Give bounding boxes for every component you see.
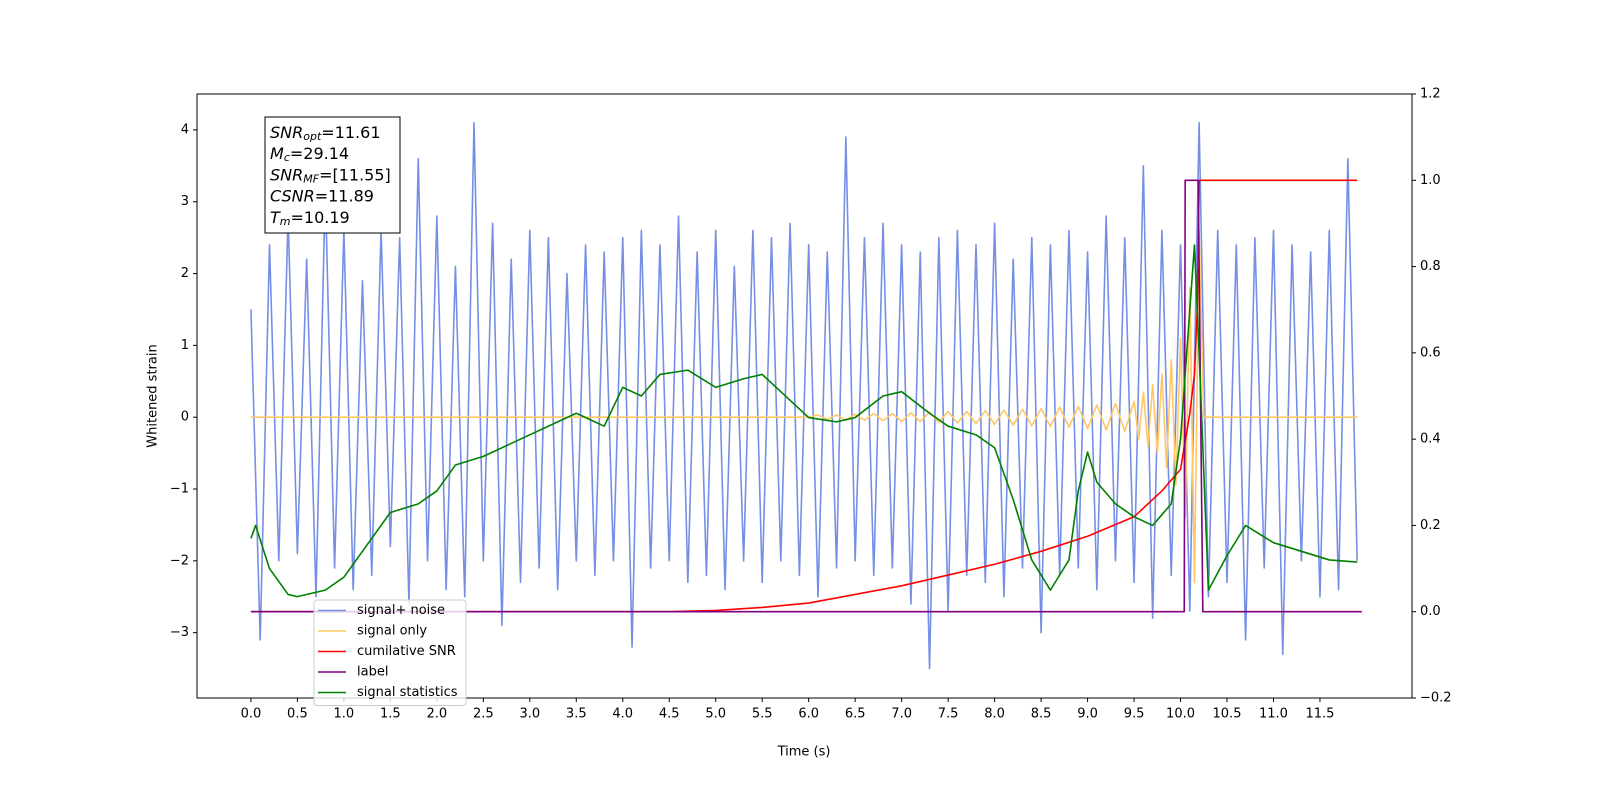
y-tick-label: −3 xyxy=(170,625,189,640)
legend-label: label xyxy=(357,665,388,680)
x-tick-label: 0.5 xyxy=(287,707,308,722)
annotation-symbol: CSNR xyxy=(270,186,315,205)
y2-tick-label: 1.0 xyxy=(1420,173,1441,188)
x-tick-label: 11.0 xyxy=(1259,707,1288,722)
y-axis-label: Whitened strain xyxy=(146,344,161,447)
x-axis-label: Time (s) xyxy=(777,745,831,760)
annotation-line: SNRopt=11.61 xyxy=(270,123,381,144)
annotation-value: =11.89 xyxy=(315,186,374,205)
x-tick-label: 2.5 xyxy=(473,707,494,722)
annotation-line: Tm=10.19 xyxy=(270,207,350,228)
annotation-frame xyxy=(264,116,401,234)
y-tick-label: 0 xyxy=(181,410,189,425)
x-tick-label: 1.0 xyxy=(334,707,355,722)
y2-tick-label: 0.0 xyxy=(1420,604,1441,619)
annotation-value: =29.14 xyxy=(290,144,349,163)
y-tick-label: −1 xyxy=(170,482,189,497)
annotation-subscript: opt xyxy=(303,130,322,143)
x-tick-label: 4.0 xyxy=(612,707,633,722)
annotation-subscript: MF xyxy=(303,172,319,185)
y-tick-label: 2 xyxy=(181,266,189,281)
x-tick-label: 8.0 xyxy=(984,707,1005,722)
y2-tick-label: 0.4 xyxy=(1420,432,1441,447)
y-tick-label: 1 xyxy=(181,338,189,353)
x-tick-label: 8.5 xyxy=(1031,707,1052,722)
annotation-symbol: SNR xyxy=(270,123,303,142)
x-tick-label: 5.5 xyxy=(752,707,773,722)
y2-tick-label: 0.6 xyxy=(1420,345,1441,360)
annotation-symbol: T xyxy=(270,207,281,226)
legend-label: signal statistics xyxy=(357,685,458,700)
legend-label: signal only xyxy=(357,624,427,639)
annotation-value: =11.61 xyxy=(321,123,380,142)
x-tick-label: 7.5 xyxy=(938,707,959,722)
x-tick-label: 3.0 xyxy=(519,707,540,722)
series-line xyxy=(250,179,1362,613)
x-tick-label: 6.5 xyxy=(845,707,866,722)
legend-label: cumilative SNR xyxy=(357,644,456,659)
x-tick-label: 11.5 xyxy=(1305,707,1334,722)
x-tick-label: 10.5 xyxy=(1213,707,1242,722)
y-tick-label: −2 xyxy=(170,553,189,568)
x-tick-label: 9.0 xyxy=(1077,707,1098,722)
y2-tick-label: 0.8 xyxy=(1420,259,1441,274)
annotation-subscript: c xyxy=(284,151,290,164)
legend-label: signal+ noise xyxy=(357,603,445,618)
x-tick-label: 9.5 xyxy=(1124,707,1145,722)
annotation-value: =10.19 xyxy=(291,207,350,226)
legend-frame xyxy=(313,599,467,706)
x-tick-label: 2.0 xyxy=(426,707,447,722)
x-tick-label: 6.0 xyxy=(798,707,819,722)
annotation-line: Mc=29.14 xyxy=(270,144,349,165)
plot-frame xyxy=(196,93,1413,699)
annotation-line: CSNR=11.89 xyxy=(270,186,374,205)
y2-tick-label: 1.2 xyxy=(1420,87,1441,102)
y-tick-label: 3 xyxy=(181,194,189,209)
x-tick-label: 1.5 xyxy=(380,707,401,722)
series-line xyxy=(250,179,1358,613)
x-tick-label: 7.0 xyxy=(891,707,912,722)
annotation-line: SNRMF=[11.55] xyxy=(270,165,391,186)
annotation-subscript: m xyxy=(280,215,291,228)
y2-tick-label: 0.2 xyxy=(1420,518,1441,533)
x-tick-label: 0.0 xyxy=(241,707,262,722)
annotation-symbol: M xyxy=(270,144,284,163)
series-line xyxy=(250,244,1358,598)
legend: signal+ noise signal only cumilative SNR la… xyxy=(313,599,467,706)
x-tick-label: 4.5 xyxy=(659,707,680,722)
annotation-symbol: SNR xyxy=(270,165,303,184)
y2-tick-label: −0.2 xyxy=(1420,691,1452,706)
annotation-box: SNRopt=11.61Mc=29.14SNRMF=[11.55]CSNR=11… xyxy=(264,116,401,234)
annotation-value: =[11.55] xyxy=(319,165,391,184)
y-tick-label: 4 xyxy=(181,122,189,137)
series-line xyxy=(250,121,1358,670)
x-tick-label: 10.0 xyxy=(1166,707,1195,722)
x-tick-label: 3.5 xyxy=(566,707,587,722)
x-tick-label: 5.0 xyxy=(705,707,726,722)
series-line xyxy=(250,229,1358,584)
